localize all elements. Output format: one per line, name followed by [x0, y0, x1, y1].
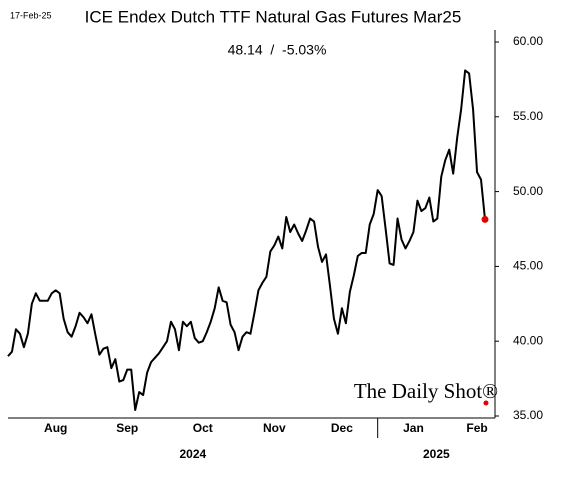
x-tick-label: Feb — [466, 421, 487, 435]
y-tick-label: 45.00 — [513, 259, 543, 273]
price-line — [7, 69, 486, 412]
y-tick-label: 40.00 — [513, 333, 543, 347]
date-label: 17-Feb-25 — [10, 10, 52, 20]
year-label: 2024 — [179, 447, 206, 461]
watermark: The Daily Shot® — [354, 379, 498, 403]
watermark-dot — [483, 400, 489, 406]
x-tick-label: Dec — [331, 421, 353, 435]
y-tick-label: 55.00 — [513, 109, 543, 123]
chart-subtitle: 48.14 / -5.03% — [228, 42, 327, 58]
year-label: 2025 — [423, 447, 450, 461]
y-tick-label: 60.00 — [513, 34, 543, 48]
y-tick-label: 35.00 — [513, 408, 543, 422]
x-tick-label: Sep — [116, 421, 138, 435]
chart-title: ICE Endex Dutch TTF Natural Gas Futures … — [85, 7, 462, 26]
y-tick-label: 50.00 — [513, 184, 543, 198]
x-tick-label: Jan — [403, 421, 424, 435]
last-point — [481, 215, 489, 223]
x-tick-label: Oct — [193, 421, 213, 435]
x-tick-label: Nov — [263, 421, 286, 435]
x-tick-label: Aug — [44, 421, 67, 435]
